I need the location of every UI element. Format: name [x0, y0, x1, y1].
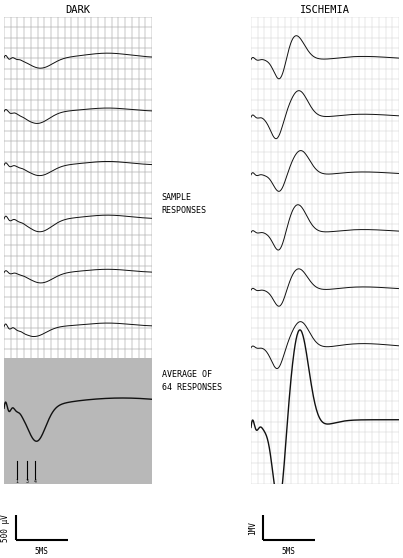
Text: SAMPLE
RESPONSES: SAMPLE RESPONSES	[162, 193, 207, 215]
Text: 1: 1	[16, 479, 19, 484]
Bar	[4, 358, 152, 484]
Text: 3: 3	[25, 479, 28, 484]
Title: ISCHEMIA: ISCHEMIA	[300, 4, 350, 15]
Text: 4: 4	[34, 479, 37, 484]
Text: AVERAGE OF
64 RESPONSES: AVERAGE OF 64 RESPONSES	[162, 370, 222, 392]
Text: 5MS: 5MS	[35, 547, 49, 556]
Text: 5MS: 5MS	[282, 547, 296, 556]
Text: 1MV: 1MV	[248, 521, 257, 535]
Text: 500 μV: 500 μV	[1, 514, 10, 542]
Title: DARK: DARK	[66, 4, 91, 15]
